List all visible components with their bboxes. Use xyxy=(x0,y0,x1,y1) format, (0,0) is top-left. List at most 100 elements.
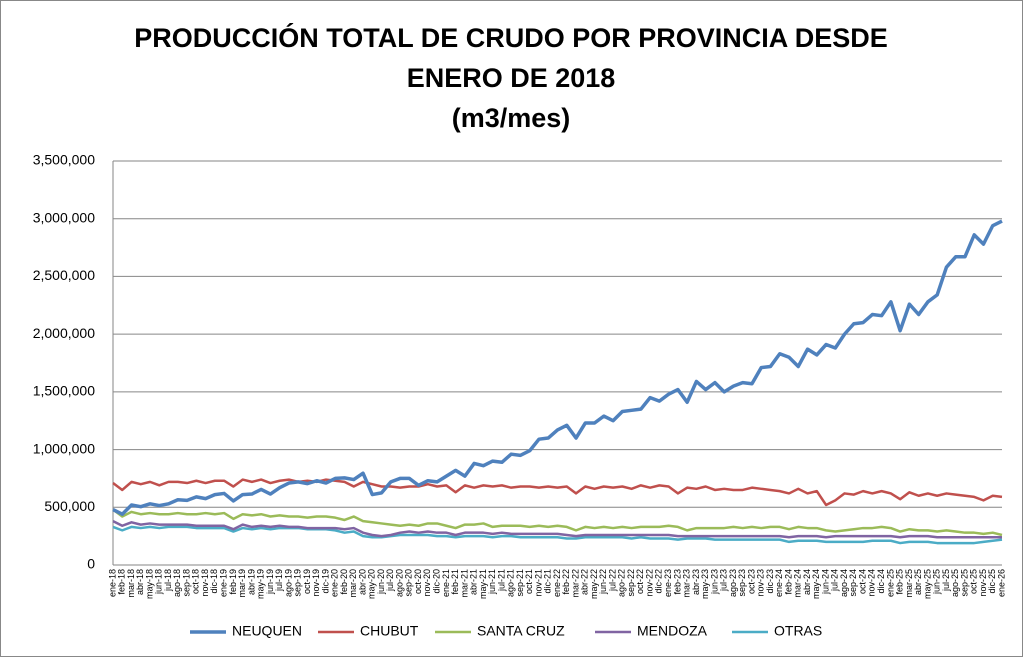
x-tick-label: jun-24 xyxy=(820,569,830,595)
x-tick-label: jul-22 xyxy=(607,569,617,592)
x-tick-label: nov-21 xyxy=(533,569,543,597)
x-tick-label: jul-19 xyxy=(274,569,284,592)
x-tick-label: sep-21 xyxy=(515,569,525,597)
x-tick-label: jul-18 xyxy=(163,569,173,592)
x-tick-label: jun-18 xyxy=(154,569,164,595)
x-tick-label: oct-19 xyxy=(302,569,312,594)
y-tick-label: 1,500,000 xyxy=(33,383,95,399)
x-tick-label: may-18 xyxy=(144,569,154,599)
x-tick-label: mar-19 xyxy=(237,569,247,598)
x-tick-label: mar-23 xyxy=(682,569,692,598)
x-tick-label: nov-25 xyxy=(978,569,988,597)
x-tick-label: may-21 xyxy=(478,569,488,599)
x-tick-label: nov-19 xyxy=(311,569,321,597)
x-tick-label: jul-21 xyxy=(496,569,506,592)
x-tick-label: ene-26 xyxy=(996,569,1006,597)
x-tick-label: feb-23 xyxy=(672,569,682,595)
x-tick-label: mar-21 xyxy=(459,569,469,598)
x-tick-label: abr-21 xyxy=(469,569,479,595)
x-tick-label: oct-18 xyxy=(191,569,201,594)
x-tick-label: feb-22 xyxy=(561,569,571,595)
x-tick-label: ene-19 xyxy=(219,569,229,597)
x-tick-label: oct-24 xyxy=(857,569,867,594)
x-tick-label: nov-18 xyxy=(200,569,210,597)
x-tick-label: ago-20 xyxy=(394,569,404,597)
x-tick-label: oct-21 xyxy=(524,569,534,594)
x-tick-label: jun-22 xyxy=(598,569,608,595)
x-tick-label: oct-22 xyxy=(635,569,645,594)
x-tick-label: nov-22 xyxy=(644,569,654,597)
x-tick-label: sep-23 xyxy=(737,569,747,597)
x-tick-label: jul-24 xyxy=(830,569,840,592)
x-tick-label: abr-19 xyxy=(246,569,256,595)
chart-title: (m3/mes) xyxy=(452,103,571,133)
x-tick-label: feb-25 xyxy=(895,569,905,595)
y-tick-label: 500,000 xyxy=(44,498,95,514)
x-tick-label: sep-20 xyxy=(404,569,414,597)
x-tick-label: sep-22 xyxy=(626,569,636,597)
x-tick-label: oct-25 xyxy=(969,569,979,594)
y-tick-label: 2,000,000 xyxy=(33,325,95,341)
y-tick-label: 1,000,000 xyxy=(33,440,95,456)
x-tick-label: sep-25 xyxy=(959,569,969,597)
legend-label: NEUQUEN xyxy=(232,623,302,639)
x-tick-label: mar-18 xyxy=(126,569,136,598)
x-tick-label: ene-22 xyxy=(552,569,562,597)
x-tick-label: ago-25 xyxy=(950,569,960,597)
x-tick-label: may-23 xyxy=(700,569,710,599)
x-tick-label: dic-18 xyxy=(209,569,219,594)
x-tick-label: may-19 xyxy=(256,569,266,599)
x-tick-label: jul-25 xyxy=(941,569,951,592)
x-tick-label: nov-23 xyxy=(756,569,766,597)
x-tick-label: ago-24 xyxy=(839,569,849,597)
x-tick-label: feb-21 xyxy=(450,569,460,595)
legend-label: CHUBUT xyxy=(360,623,419,639)
x-tick-label: oct-20 xyxy=(413,569,423,594)
x-tick-label: mar-25 xyxy=(904,569,914,598)
x-tick-label: feb-19 xyxy=(228,569,238,595)
legend-label: SANTA CRUZ xyxy=(477,623,565,639)
x-tick-label: abr-24 xyxy=(802,569,812,595)
x-tick-label: ene-21 xyxy=(441,569,451,597)
x-tick-label: may-20 xyxy=(367,569,377,599)
x-tick-label: dic-25 xyxy=(987,569,997,594)
x-tick-label: ago-18 xyxy=(172,569,182,597)
x-tick-label: feb-24 xyxy=(783,569,793,595)
x-tick-label: ago-21 xyxy=(506,569,516,597)
series-line xyxy=(112,525,1003,545)
x-tick-label: sep-19 xyxy=(293,569,303,597)
x-tick-label: abr-22 xyxy=(580,569,590,595)
x-tick-label: jun-19 xyxy=(265,569,275,595)
x-tick-label: may-22 xyxy=(589,569,599,599)
x-tick-label: dic-23 xyxy=(765,569,775,594)
x-tick-label: ago-23 xyxy=(728,569,738,597)
legend-label: OTRAS xyxy=(774,623,822,639)
series-line xyxy=(112,508,1003,537)
x-tick-label: ene-23 xyxy=(663,569,673,597)
x-tick-label: abr-20 xyxy=(357,569,367,595)
y-tick-label: 3,000,000 xyxy=(33,209,95,225)
y-tick-label: 3,500,000 xyxy=(33,152,95,168)
series-line xyxy=(112,219,1003,516)
x-tick-label: oct-23 xyxy=(746,569,756,594)
x-tick-label: dic-22 xyxy=(654,569,664,594)
x-tick-label: may-25 xyxy=(922,569,932,599)
y-tick-label: 0 xyxy=(87,556,95,572)
series-line xyxy=(112,478,1003,507)
x-tick-label: jun-21 xyxy=(487,569,497,595)
x-tick-label: ene-25 xyxy=(885,569,895,597)
series-line xyxy=(112,520,1002,539)
x-tick-label: ene-20 xyxy=(330,569,340,597)
x-tick-label: jun-20 xyxy=(376,569,386,595)
x-tick-label: feb-18 xyxy=(117,569,127,595)
legend-label: MENDOZA xyxy=(637,623,708,639)
x-tick-label: jul-20 xyxy=(385,569,395,592)
x-tick-label: jul-23 xyxy=(719,569,729,592)
x-tick-label: jun-23 xyxy=(709,569,719,595)
x-tick-label: abr-18 xyxy=(135,569,145,595)
x-tick-label: ago-22 xyxy=(617,569,627,597)
x-tick-label: dic-21 xyxy=(543,569,553,594)
x-tick-label: abr-25 xyxy=(913,569,923,595)
